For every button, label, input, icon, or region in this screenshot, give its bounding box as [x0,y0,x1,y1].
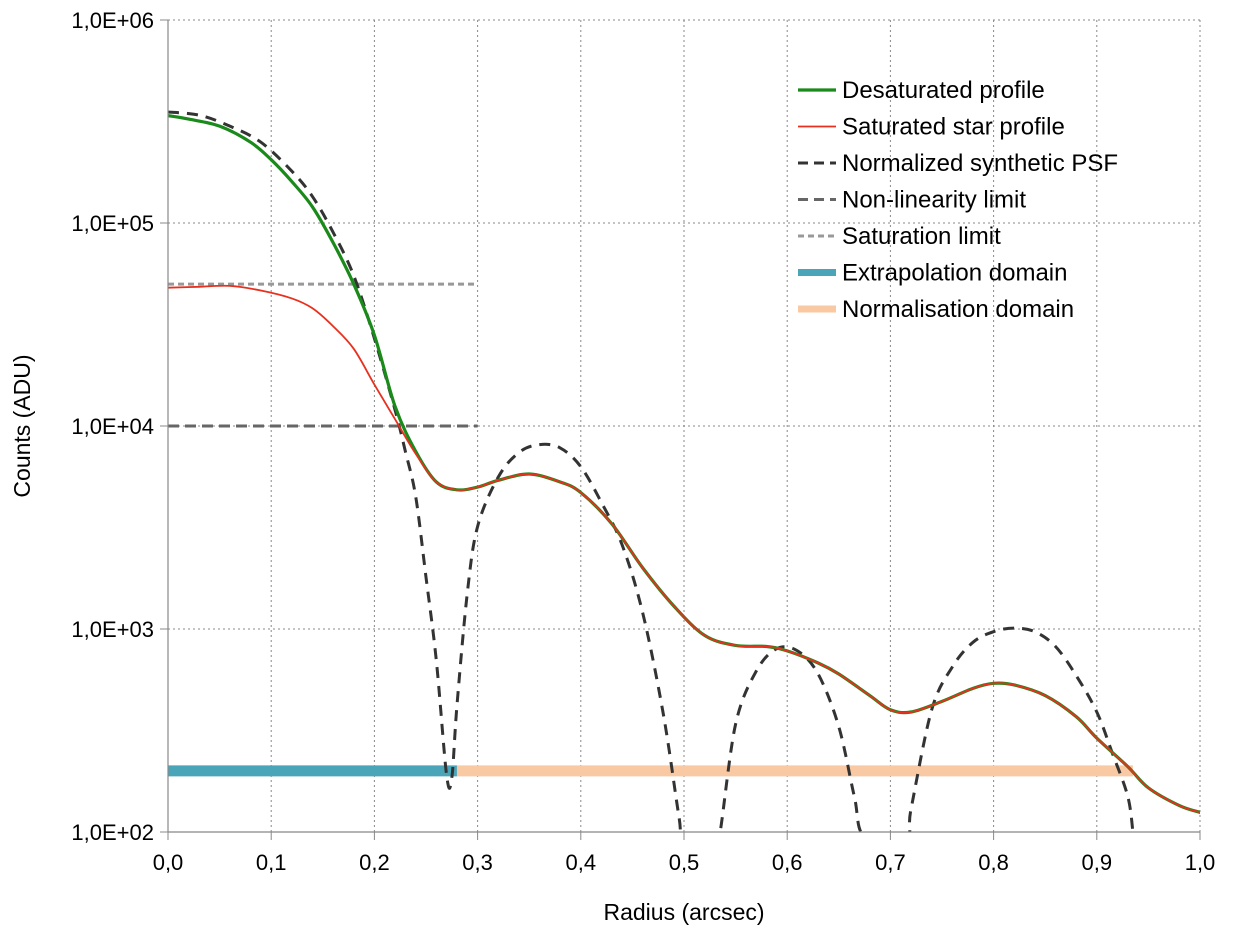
axes [160,19,1201,840]
legend-label: Saturation limit [842,223,1001,250]
y-tick-label: 1,0E+06 [71,8,154,33]
tick-labels: 0,0 0,1 0,2 0,3 0,4 0,5 0,6 0,7 0,8 0,9 1,0 1,0E+02… [71,8,1215,875]
y-tick-label: 1,0E+03 [71,617,154,642]
x-tick-label: 0,4 [566,850,597,875]
x-tick-label: 0,8 [978,850,1009,875]
x-tick-label: 0,9 [1082,850,1113,875]
legend-label: Normalisation domain [842,296,1074,323]
x-axis-title: Radius (arcsec) [603,899,764,925]
series-saturated-star-profile [168,284,1200,814]
legend-label: Saturated star profile [842,114,1065,141]
x-tick-label: 0,7 [875,850,906,875]
legend-label: Normalized synthetic PSF [842,150,1118,177]
x-tick-label: 0,2 [359,850,390,875]
y-tick-label: 1,0E+04 [71,414,154,439]
legend-label: Extrapolation domain [842,260,1067,287]
legend-label: Non-linearity limit [842,187,1026,214]
legend: Desaturated profile Saturated star profil… [798,77,1118,323]
x-tick-label: 0,3 [462,850,493,875]
x-tick-label: 1,0 [1185,850,1216,875]
x-tick-label: 0,5 [669,850,700,875]
x-tick-label: 0,6 [772,850,803,875]
y-axis-title: Counts (ADU) [9,354,35,497]
grid [167,19,1201,833]
x-tick-label: 0,1 [256,850,287,875]
y-tick-label: 1,0E+05 [71,211,154,236]
legend-label: Desaturated profile [842,77,1045,104]
series-layer [168,110,1200,832]
y-tick-label: 1,0E+02 [71,820,154,845]
x-tick-label: 0,0 [153,850,184,875]
